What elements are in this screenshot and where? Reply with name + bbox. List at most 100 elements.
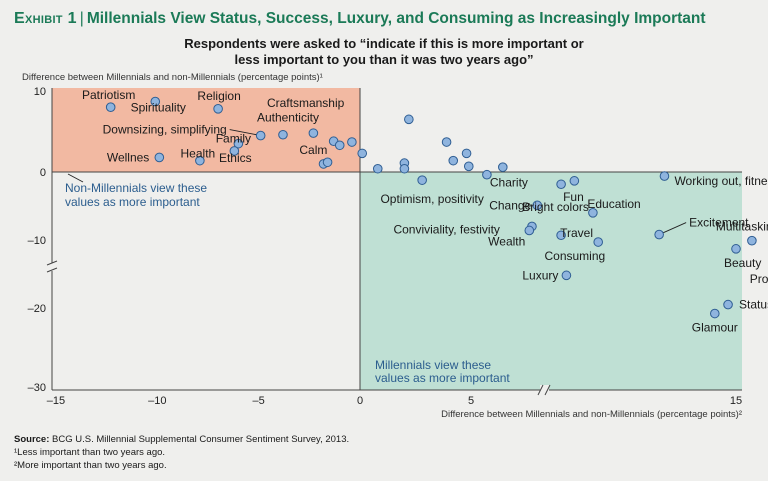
- region-top-left: [52, 88, 360, 172]
- point-label: Wealth: [488, 234, 525, 248]
- region-label-bottom-right: Millennials view these: [375, 358, 491, 372]
- data-point: [710, 308, 720, 319]
- point-label: Ethics: [219, 151, 252, 165]
- subtitle-line-2: less important to you than it was two ye…: [234, 52, 534, 67]
- x-axis-break-mark: [544, 384, 551, 396]
- x-tick-label: –15: [47, 395, 65, 407]
- data-point: [308, 128, 319, 138]
- point-label-leader: [229, 129, 261, 136]
- data-point: [213, 104, 223, 114]
- data-point: [334, 140, 345, 151]
- y-axis-break-mark: [46, 260, 58, 266]
- data-point: [524, 225, 535, 236]
- title-divider: |: [79, 10, 84, 27]
- y-tick-label: –10: [28, 235, 46, 247]
- tick-labels: –15–10–5051520100–10–20–30: [28, 86, 742, 407]
- data-point: [561, 270, 572, 281]
- region-label-bottom-right: values as more important: [375, 371, 510, 385]
- point-label: Working out, fitness: [674, 174, 768, 188]
- data-point: [372, 163, 383, 174]
- x-tick-label: 0: [357, 395, 363, 407]
- region-label-leader: [67, 173, 84, 183]
- x-axis-break-gap: [540, 385, 549, 395]
- region-bottom-right: [360, 172, 742, 390]
- data-point: [399, 163, 410, 174]
- point-label: Status: [739, 298, 768, 312]
- y-axis-break-mark: [46, 267, 58, 273]
- point-label: Conviviality, festivity: [393, 222, 499, 236]
- y-tick-label: 10: [34, 86, 46, 98]
- data-point: [417, 175, 427, 185]
- data-point: [357, 148, 368, 159]
- y-tick-label: –20: [28, 303, 46, 315]
- point-label: Consuming: [544, 249, 605, 263]
- data-point: [229, 146, 240, 156]
- point-label: Change: [489, 198, 531, 212]
- leader-lines: [67, 129, 687, 235]
- exhibit-label: Exhibit 1: [14, 10, 77, 27]
- chart-title: Millennials View Status, Success, Luxury…: [86, 10, 706, 27]
- data-point: [322, 157, 333, 168]
- data-point: [747, 235, 757, 246]
- point-label: Excitement: [689, 216, 749, 230]
- data-point: [659, 171, 670, 181]
- point-label: Travel: [560, 226, 593, 240]
- x-tick-label: –5: [253, 395, 265, 407]
- data-point: [278, 129, 288, 140]
- data-point: [569, 176, 580, 186]
- source-label: Source:: [14, 434, 50, 445]
- data-point: [150, 96, 161, 107]
- point-label: Authenticity: [257, 111, 319, 125]
- point-label: Optimism, positivity: [380, 192, 483, 206]
- y-tick-label: –30: [28, 382, 46, 394]
- point-label: Calm: [299, 143, 327, 157]
- point-label: Luxury: [522, 268, 558, 282]
- data-point: [588, 208, 598, 218]
- point-label: Professional success: [750, 272, 768, 286]
- point-label: Glamour: [692, 321, 738, 335]
- data-point: [255, 130, 266, 141]
- y-axis-break-gap: [47, 263, 57, 271]
- data-point: [593, 237, 604, 247]
- data-point: [441, 137, 452, 147]
- point-label: Spirituality: [131, 101, 186, 115]
- data-point: [233, 138, 244, 149]
- data-point: [461, 148, 472, 159]
- region-label-top-left: values as more important: [65, 195, 200, 209]
- point-label: Bright colors: [522, 200, 589, 214]
- data-point: [498, 162, 508, 172]
- x-axis-break-mark: [537, 384, 544, 396]
- footnote-1: ¹Less important than two years ago.: [14, 447, 166, 458]
- data-points: [105, 96, 757, 319]
- region-label-top-left: Non-Millennials view these: [65, 181, 207, 195]
- point-label: Multitasking: [716, 220, 768, 234]
- x-axis-label: Difference between Millennials and non-M…: [441, 409, 742, 420]
- source-text: BCG U.S. Millennial Supplemental Consume…: [52, 434, 350, 445]
- footnote-2: ²More important than two years ago.: [14, 460, 167, 471]
- data-point: [532, 200, 543, 211]
- point-label: Education: [587, 197, 640, 211]
- subtitle-line-1: Respondents were asked to “indicate if t…: [184, 36, 584, 51]
- data-point: [556, 179, 566, 190]
- point-label: Wellnes: [107, 150, 149, 164]
- data-point: [731, 244, 741, 254]
- data-point: [105, 102, 116, 112]
- point-label: Craftsmanship: [267, 96, 345, 110]
- data-point: [482, 169, 492, 180]
- chart-subtitle: Respondents were asked to “indicate if t…: [0, 36, 768, 68]
- point-label: Downsizing, simplifying: [103, 123, 227, 137]
- data-point: [154, 152, 165, 163]
- source-note: Source: BCG U.S. Millennial Supplemental…: [14, 433, 349, 446]
- point-label: Fun: [563, 190, 584, 204]
- data-point: [654, 229, 664, 240]
- exhibit-title: Exhibit 1 | Millennials View Status, Succe…: [14, 10, 706, 28]
- data-point: [723, 299, 733, 310]
- point-label: Charity: [490, 176, 528, 190]
- data-point: [195, 155, 205, 166]
- footnotes: Source: BCG U.S. Millennial Supplemental…: [14, 433, 349, 472]
- data-point: [404, 114, 414, 125]
- axes: [46, 88, 742, 396]
